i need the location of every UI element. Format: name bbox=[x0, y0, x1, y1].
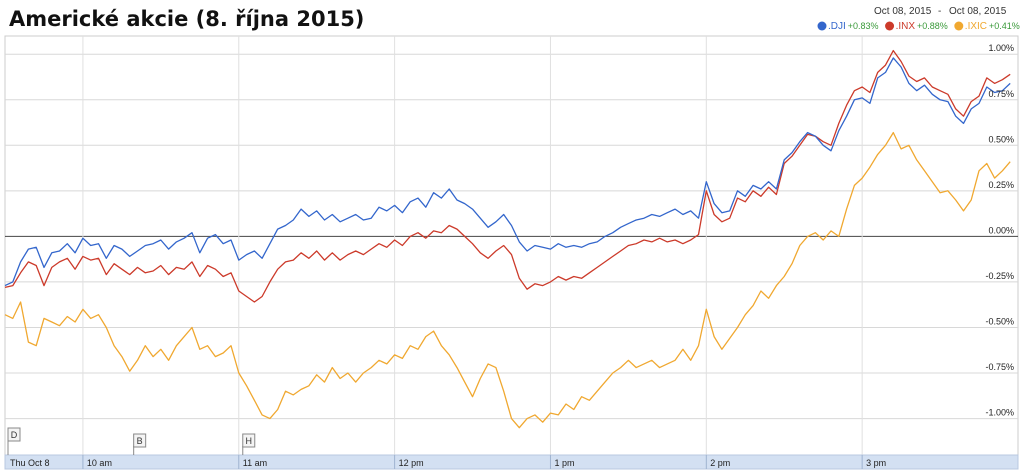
flag-box bbox=[242, 433, 256, 448]
legend-series-change: +0.41% bbox=[989, 21, 1020, 31]
date-range: Oct 08, 2015 - Oct 08, 2015 bbox=[874, 6, 1007, 17]
x-tick-label: 12 pm bbox=[399, 458, 424, 468]
legend-item-inx: .INX +0.88% bbox=[885, 21, 948, 32]
y-tick-label: 0.50% bbox=[988, 134, 1014, 144]
y-tick-label: -0.50% bbox=[985, 316, 1014, 326]
event-flag-b[interactable]: B bbox=[133, 433, 147, 455]
x-tick-label: 1 pm bbox=[554, 458, 574, 468]
x-axis-ticks: Thu Oct 8 10 am 11 am 12 pm 1 pm 2 pm 3 pm bbox=[10, 455, 886, 469]
x-tick-label: Thu Oct 8 bbox=[10, 458, 50, 468]
x-tick-label: 2 pm bbox=[710, 458, 730, 468]
flag-box bbox=[7, 427, 21, 442]
x-axis: Thu Oct 8 10 am 11 am 12 pm 1 pm 2 pm 3 pm bbox=[4, 454, 1019, 470]
chart-title: Americké akcie (8. října 2015) bbox=[9, 7, 364, 31]
y-tick-label: -1.00% bbox=[985, 408, 1014, 418]
y-tick-label: 0.00% bbox=[988, 225, 1014, 235]
x-tick-label: 11 am bbox=[243, 458, 267, 468]
chart-legend: .DJI +0.83% .INX +0.88% .IXIC +0.41% bbox=[817, 21, 1020, 32]
y-tick-label: 0.25% bbox=[988, 180, 1014, 190]
flag-letter: B bbox=[137, 436, 143, 446]
date-to: Oct 08, 2015 bbox=[949, 6, 1007, 17]
legend-dot-icon bbox=[885, 21, 895, 31]
x-tick-label: 10 am bbox=[87, 458, 112, 468]
legend-series-change: +0.88% bbox=[917, 21, 948, 31]
legend-series-name: .DJI bbox=[828, 21, 846, 32]
legend-series-name: .IXIC bbox=[965, 21, 987, 32]
event-flag-d[interactable]: D bbox=[7, 427, 21, 455]
flag-box bbox=[133, 433, 147, 448]
x-axis-bar bbox=[4, 454, 1019, 470]
date-from: Oct 08, 2015 bbox=[874, 6, 932, 17]
legend-dot-icon bbox=[817, 21, 827, 31]
y-tick-label: -0.25% bbox=[985, 271, 1014, 281]
series-line-ixic bbox=[4, 131, 1011, 429]
x-tick-label: 3 pm bbox=[866, 458, 886, 468]
series-line-inx bbox=[4, 49, 1011, 303]
series-line-dji bbox=[4, 57, 1011, 287]
date-separator: - bbox=[938, 6, 941, 17]
legend-dot-icon bbox=[954, 21, 964, 31]
flag-letter: D bbox=[11, 430, 18, 440]
event-flags: DB H bbox=[7, 427, 256, 455]
y-tick-label: -0.75% bbox=[985, 362, 1014, 372]
legend-item-dji: .DJI +0.83% bbox=[817, 21, 879, 32]
y-tick-label: 0.75% bbox=[988, 89, 1014, 99]
legend-item-ixic: .IXIC +0.41% bbox=[954, 21, 1020, 32]
chart-series bbox=[4, 49, 1011, 429]
y-tick-label: 1.00% bbox=[988, 43, 1014, 53]
flag-letter: H bbox=[246, 436, 253, 446]
y-axis-ticks: 1.00% 0.75% 0.50% 0.25% 0.00% -0.25% -0.50% -0.… bbox=[985, 43, 1014, 417]
event-flag-h[interactable]: H bbox=[242, 433, 256, 455]
legend-series-name: .INX bbox=[896, 21, 916, 32]
legend-series-change: +0.83% bbox=[848, 21, 879, 31]
